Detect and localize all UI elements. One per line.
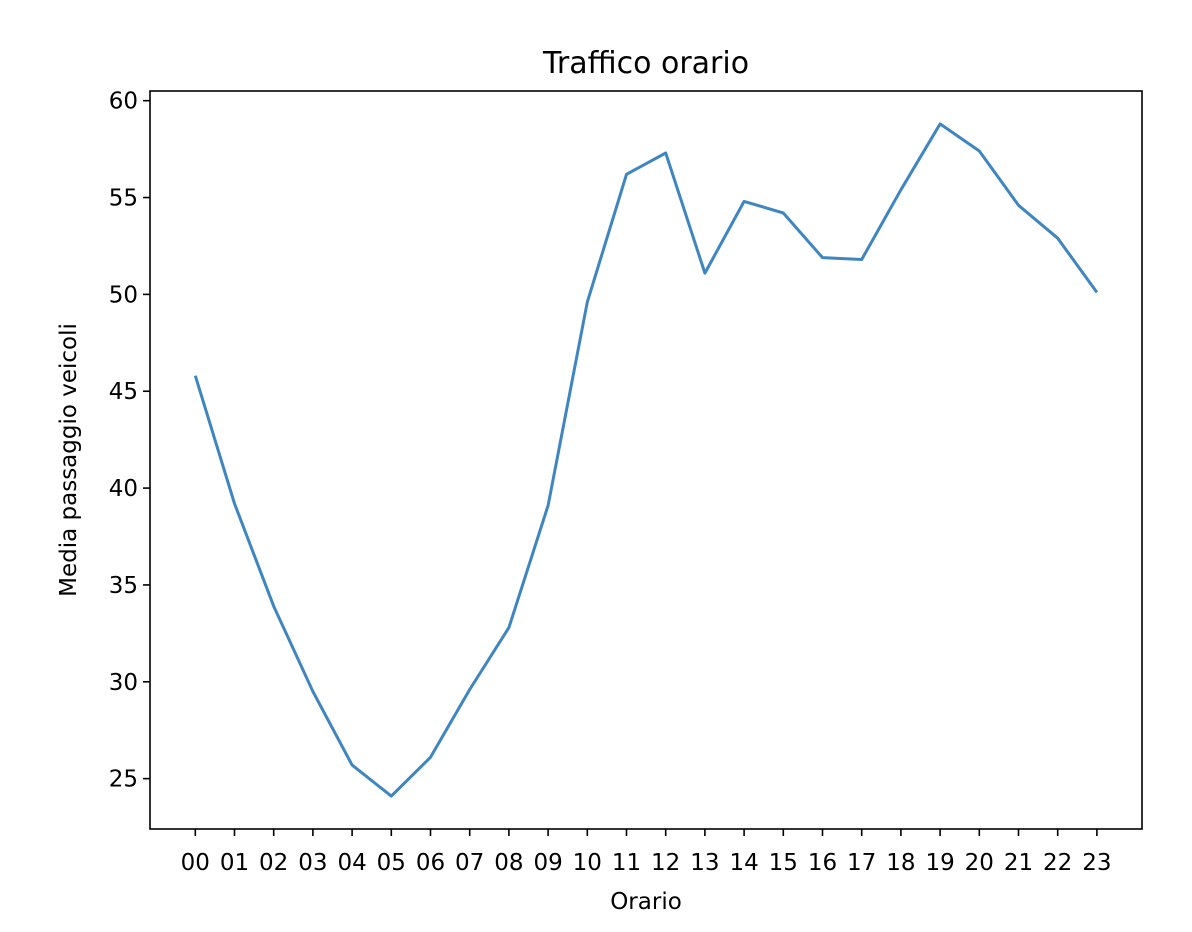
- x-tick-label: 13: [690, 850, 719, 876]
- x-tick-label: 20: [965, 850, 994, 876]
- y-tick-label: 55: [109, 186, 138, 212]
- x-axis: 00 01 02 03 04 05 06 07 08 09 10 11 12 13 14 15 16 17 18 19…: [181, 829, 1112, 876]
- x-tick-label: 22: [1043, 850, 1072, 876]
- x-tick-label: 07: [455, 850, 484, 876]
- y-tick-label: 35: [109, 573, 138, 599]
- x-tick-label: 12: [651, 850, 680, 876]
- y-tick-label: 30: [109, 670, 138, 696]
- x-tick-label: 18: [886, 850, 915, 876]
- x-axis-label: Orario: [610, 889, 682, 915]
- x-tick-label: 09: [533, 850, 562, 876]
- x-tick-label: 00: [181, 850, 210, 876]
- plot-area-frame: [149, 90, 1143, 830]
- x-tick-label: 17: [847, 850, 876, 876]
- y-tick-label: 50: [109, 282, 138, 308]
- x-tick-label: 23: [1082, 850, 1111, 876]
- x-tick-label: 10: [573, 850, 602, 876]
- x-tick-label: 11: [612, 850, 641, 876]
- y-axis: 25 30 35 40 45 50 55 60: [109, 89, 150, 793]
- x-tick-label: 19: [925, 850, 954, 876]
- y-tick-label: 45: [109, 379, 138, 405]
- x-tick-label: 21: [1004, 850, 1033, 876]
- x-tick-label: 01: [220, 850, 249, 876]
- x-tick-label: 08: [494, 850, 523, 876]
- series-line: [193, 122, 1099, 798]
- x-tick-label: 05: [377, 850, 406, 876]
- x-tick-label: 14: [729, 850, 758, 876]
- chart-title: Traffico orario: [542, 46, 749, 81]
- y-tick-label: 60: [109, 89, 138, 115]
- x-tick-label: 15: [769, 850, 798, 876]
- y-axis-label: Media passaggio veicoli: [56, 323, 82, 597]
- y-tick-label: 40: [109, 476, 138, 502]
- x-tick-label: 02: [259, 850, 288, 876]
- x-tick-label: 06: [416, 850, 445, 876]
- x-tick-label: 03: [298, 850, 327, 876]
- x-tick-label: 04: [337, 850, 366, 876]
- y-tick-label: 25: [109, 767, 138, 793]
- x-tick-label: 16: [808, 850, 837, 876]
